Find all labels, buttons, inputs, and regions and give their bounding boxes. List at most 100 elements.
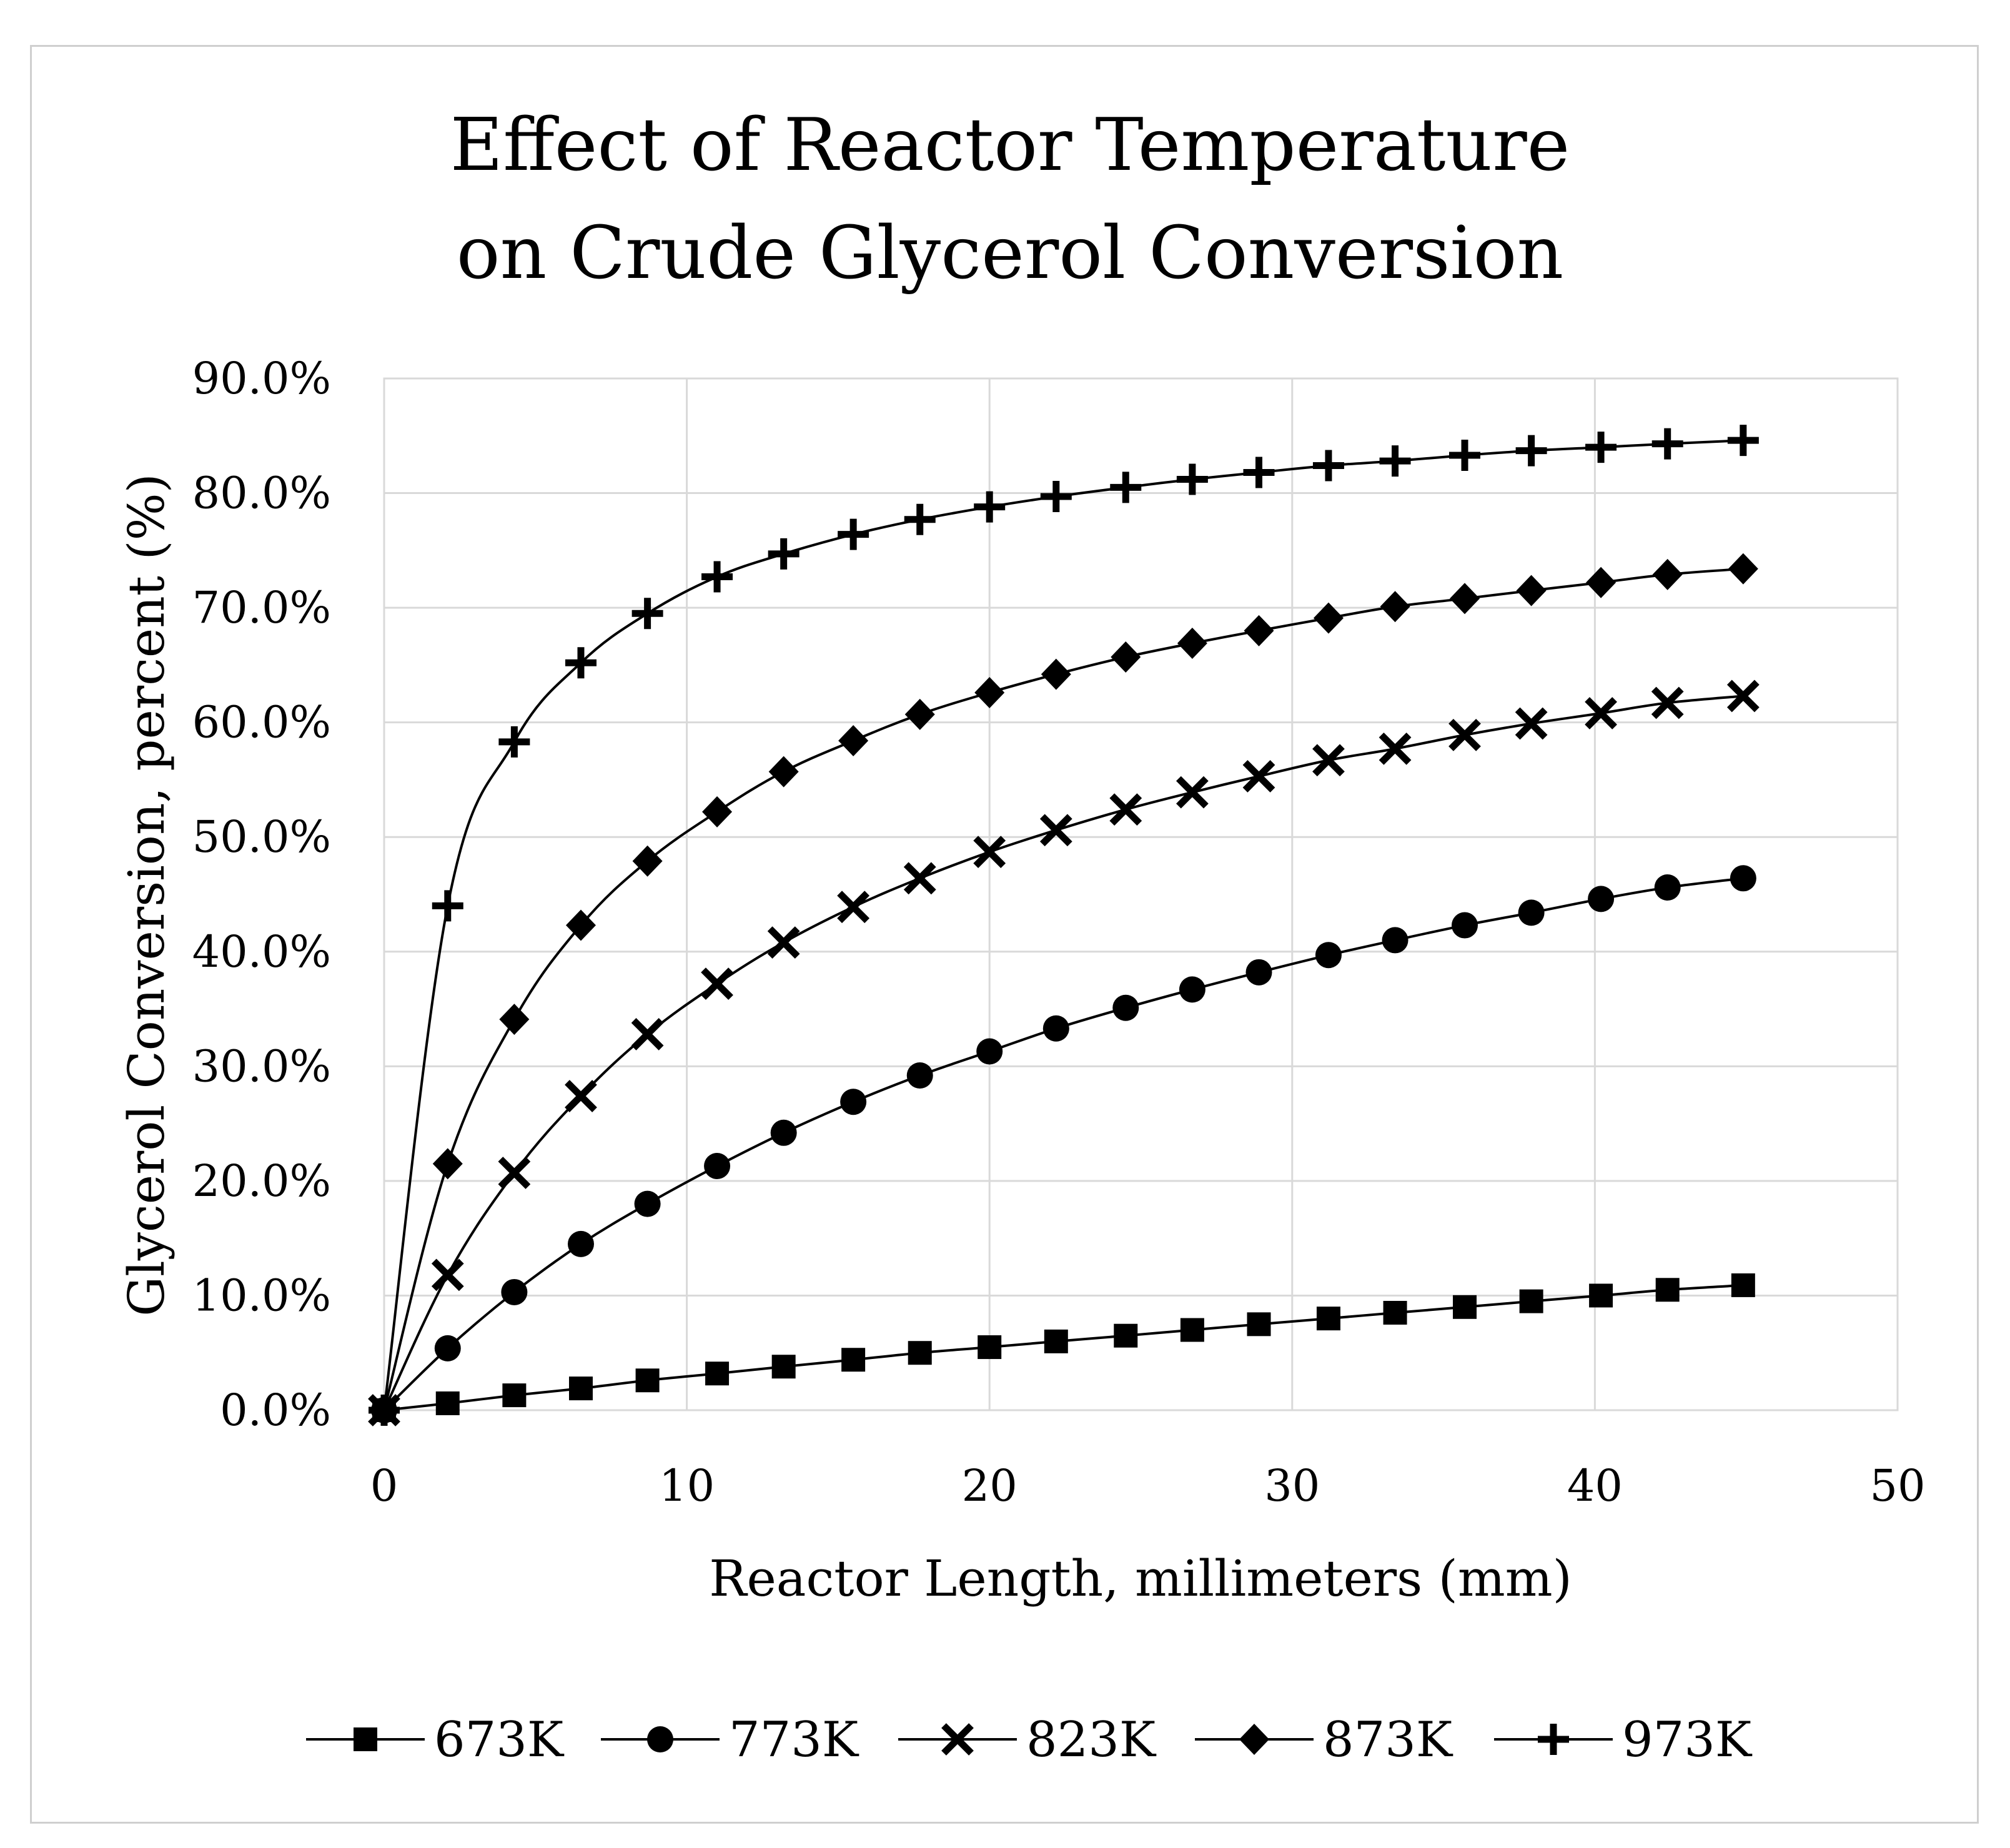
y-tick-label: 20.0%: [192, 1155, 331, 1207]
data-point-973K: [432, 890, 463, 922]
data-point-773K-shape: [567, 1230, 594, 1257]
data-point-873K-shape: [838, 725, 869, 757]
data-point-673K-shape: [1383, 1300, 1407, 1325]
data-point-823K-shape: [565, 1080, 597, 1112]
data-point-823K-shape: [973, 836, 1006, 868]
data-point-973K: [1110, 472, 1142, 503]
data-point-673K-shape: [771, 1355, 796, 1379]
chart-title-line-2: on Crude Glycerol Conversion: [457, 211, 1563, 295]
data-point-673K-shape: [1519, 1289, 1543, 1313]
data-point-973K-shape: [1651, 428, 1683, 460]
legend-label: 973K: [1622, 1712, 1753, 1768]
data-point-673K-shape: [1453, 1295, 1477, 1319]
y-tick-label: 70.0%: [192, 582, 331, 633]
legend: 673K 773K 823K 873K 973K: [306, 1712, 1753, 1768]
data-point-773K: [1588, 886, 1615, 912]
chart-title: Effect of Reactor Temperature on Crude G…: [450, 103, 1570, 295]
series-973K: [369, 425, 1759, 1426]
data-point-823K-shape: [1176, 776, 1209, 809]
data-point-673K: [502, 1383, 527, 1408]
data-point-873K-shape: [632, 845, 663, 877]
data-point-873K-shape: [1586, 566, 1616, 598]
data-point-773K-shape: [1588, 886, 1615, 912]
data-point-873K: [565, 909, 596, 941]
series-823K: [368, 679, 1760, 1426]
data-point-873K-shape: [432, 1148, 463, 1180]
data-point-673K: [568, 1376, 593, 1401]
y-tick-label: 50.0%: [192, 811, 331, 862]
data-point-823K: [1585, 697, 1617, 729]
data-point-873K: [1450, 583, 1480, 615]
data-point-873K: [838, 725, 869, 757]
data-point-673K: [1383, 1300, 1407, 1325]
x-tick-label: 40: [1567, 1460, 1623, 1511]
legend-marker-823K: [941, 1723, 974, 1756]
data-point-873K-shape: [1728, 553, 1758, 585]
data-point-673K-shape: [502, 1383, 527, 1408]
data-point-773K-shape: [1179, 976, 1206, 1003]
data-point-673K-shape: [1247, 1312, 1271, 1337]
legend-item-673K: 673K: [306, 1712, 565, 1768]
data-point-873K: [1380, 591, 1410, 623]
data-point-873K: [1313, 602, 1344, 634]
data-point-673K: [435, 1391, 460, 1415]
data-point-873K-shape: [1516, 575, 1547, 606]
data-point-823K: [1242, 760, 1275, 793]
data-point-773K-shape: [1382, 927, 1408, 954]
data-point-673K: [1453, 1295, 1477, 1319]
data-point-773K-shape: [634, 1190, 661, 1217]
data-point-823K: [973, 836, 1006, 868]
data-point-873K: [702, 796, 733, 828]
chart-frame: [30, 45, 1979, 1824]
x-axis-label: Reactor Length, millimeters (mm): [709, 1549, 1572, 1608]
data-point-873K: [974, 676, 1005, 708]
data-point-823K-shape: [1651, 686, 1684, 719]
data-point-773K: [567, 1230, 594, 1257]
y-tick-label: 0.0%: [220, 1385, 331, 1436]
data-point-673K-shape: [705, 1361, 730, 1386]
series: [368, 425, 1760, 1426]
data-point-823K-shape: [1448, 718, 1481, 751]
series-line-873K: [383, 567, 1744, 1411]
data-point-823K-shape: [701, 967, 733, 1001]
data-point-773K: [501, 1278, 528, 1305]
data-point-673K-shape: [908, 1341, 932, 1365]
data-point-823K: [1726, 679, 1760, 713]
series-673K: [372, 1273, 1755, 1422]
data-point-673K: [1180, 1318, 1204, 1342]
data-point-873K: [432, 1148, 463, 1180]
data-point-773K: [634, 1190, 661, 1217]
data-point-823K-shape: [631, 1018, 664, 1050]
data-point-873K-shape: [702, 796, 733, 828]
data-point-973K-shape: [631, 598, 663, 630]
data-point-973K-shape: [1727, 425, 1759, 457]
data-point-823K-shape: [1242, 760, 1275, 793]
data-point-873K-shape: [1313, 602, 1344, 634]
data-point-873K-shape: [1450, 583, 1480, 615]
data-point-973K: [838, 518, 869, 550]
data-point-673K: [1114, 1323, 1138, 1348]
data-point-973K: [631, 598, 663, 630]
data-point-823K-shape: [837, 891, 870, 924]
data-point-823K: [767, 926, 800, 959]
data-point-873K: [1244, 615, 1274, 646]
data-point-773K: [434, 1335, 461, 1361]
data-point-823K-shape: [1515, 707, 1548, 740]
data-point-873K-shape: [565, 909, 596, 941]
data-point-823K: [1448, 718, 1481, 751]
data-point-873K: [632, 845, 663, 877]
x-tick-label: 30: [1264, 1460, 1320, 1511]
data-point-823K: [1312, 744, 1345, 777]
data-point-823K: [1039, 814, 1072, 847]
data-point-873K: [904, 698, 935, 730]
data-point-773K: [1179, 976, 1206, 1003]
data-point-873K: [1652, 558, 1683, 590]
data-point-973K-shape: [565, 647, 597, 679]
series-773K: [371, 865, 1756, 1423]
data-point-673K-shape: [841, 1348, 866, 1372]
data-point-773K: [976, 1038, 1003, 1065]
data-point-873K: [499, 1004, 530, 1035]
data-point-873K: [1041, 658, 1071, 690]
legend-marker-673K-shape: [354, 1727, 377, 1751]
data-point-973K: [369, 1395, 400, 1426]
